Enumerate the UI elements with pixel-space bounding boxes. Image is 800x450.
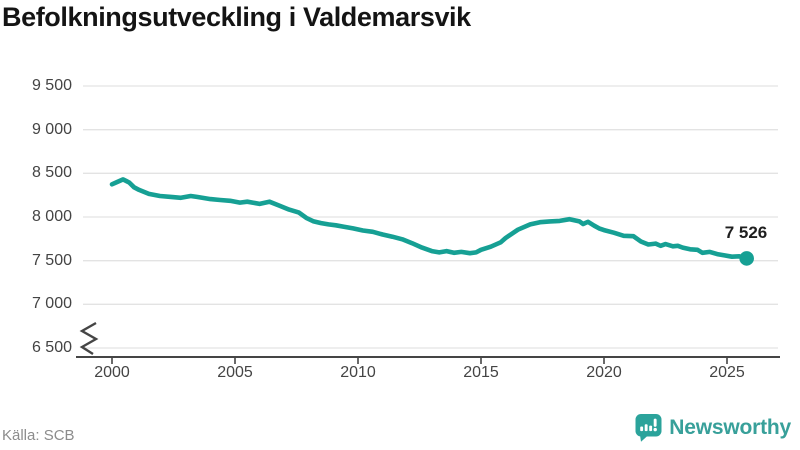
- y-tick-label: 7 000: [31, 295, 72, 313]
- source-note: Källa: SCB: [2, 427, 75, 444]
- end-value-label: 7 526: [724, 223, 768, 242]
- y-tick-label: 8 500: [31, 164, 72, 182]
- chart-title: Befolkningsutveckling i Valdemarsvik: [2, 2, 471, 32]
- x-tick-label: 2005: [217, 364, 253, 381]
- x-tick-label: 2015: [463, 364, 499, 381]
- y-tick-label: 9 000: [31, 120, 72, 138]
- population-line: [109, 177, 750, 261]
- newsworthy-bar-chart-bubble-icon: [635, 414, 662, 442]
- x-tick-label: 2020: [586, 364, 622, 381]
- y-tick-label: 8 000: [31, 208, 72, 225]
- axis-break-icon: [79, 321, 99, 356]
- x-tick-label: 2000: [94, 364, 130, 381]
- end-point-dot: [739, 251, 754, 266]
- x-tick-label: 2025: [709, 364, 745, 381]
- x-tick-label: 2010: [340, 364, 376, 381]
- y-tick-label: 6 500: [31, 339, 72, 356]
- brand-name: Newsworthy: [669, 415, 791, 439]
- newsworthy-logo: Newsworthy: [635, 413, 791, 442]
- y-tick-label: 9 500: [31, 77, 72, 94]
- y-tick-label: 7 500: [31, 251, 72, 269]
